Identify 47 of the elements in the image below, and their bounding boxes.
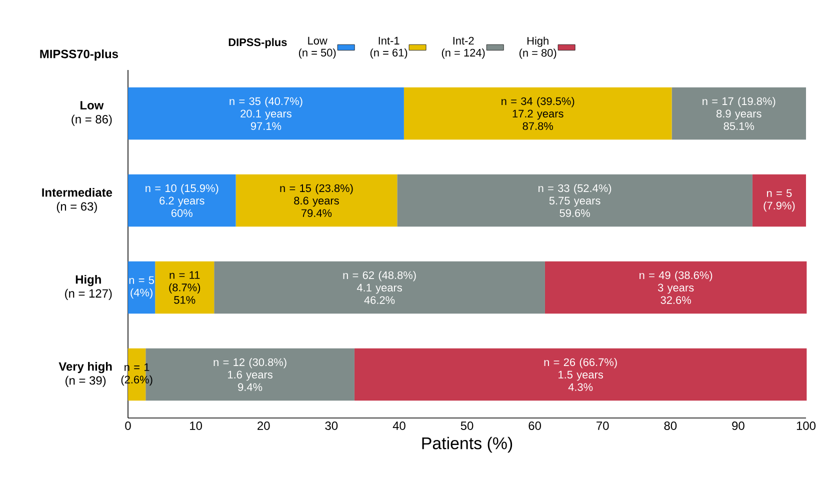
legend-label: Low (n = 50) <box>298 36 336 59</box>
x-tick-label: 70 <box>596 422 609 430</box>
data-label: n = 15 (23.8%) 8.6 years 79.4% <box>280 184 353 217</box>
bar <box>404 87 672 140</box>
y-tick-label: Low (n = 86) <box>72 101 112 126</box>
x-tick-label: 90 <box>732 422 744 430</box>
y-tick-label: Very high (n = 39) <box>58 362 112 388</box>
x-tick-label: 10 <box>190 422 202 430</box>
x-tick-label: 100 <box>796 422 816 430</box>
data-label: n = 34 (39.5%) 17.2 years 87.8% <box>502 97 574 130</box>
legend-label: Int-1 (n = 61) <box>370 36 408 59</box>
data-label: n = 49 (38.6%) 3 years 32.6% <box>640 271 712 304</box>
legend-title: DIPSS-plus <box>228 38 287 48</box>
data-label: n = 11 (8.7%) 51% <box>169 271 200 304</box>
x-tick-label: 50 <box>460 422 474 430</box>
data-label: n = 10 (15.9%) 6.2 years 60% <box>146 184 218 217</box>
bar <box>128 87 404 140</box>
data-label: n = 33 (52.4%) 5.75 years 59.6% <box>538 184 612 217</box>
data-label: n = 35 (40.7%) 20.1 years 97.1% <box>230 97 302 130</box>
y-tick-label: Intermediate (n = 63) <box>42 188 112 214</box>
bar <box>236 174 398 227</box>
bar <box>354 348 807 401</box>
legend-label: High (n = 80) <box>519 36 556 59</box>
bar <box>752 174 806 227</box>
y-axis-title: MIPSS70-plus <box>40 49 118 61</box>
x-tick-label: 80 <box>664 422 677 430</box>
bar <box>128 174 236 227</box>
bar <box>155 261 214 314</box>
x-tick-label: 20 <box>258 422 270 430</box>
x-tick-label: 30 <box>325 422 338 430</box>
data-label: n = 26 (66.7%) 1.5 years 4.3% <box>544 358 617 391</box>
data-label: n = 5 (4%) <box>129 276 154 299</box>
data-label: n = 17 (19.8%) 8.9 years 85.1% <box>702 97 776 130</box>
bar <box>544 261 807 314</box>
y-tick-label: High (n = 127) <box>65 274 112 300</box>
x-tick-label: 40 <box>392 422 406 430</box>
x-tick-label: 60 <box>528 422 541 430</box>
bar <box>672 87 806 140</box>
data-label: n = 12 (30.8%) 1.6 years 9.4% <box>214 358 286 391</box>
legend-label: Int-2 (n = 124) <box>442 36 485 59</box>
data-label: n = 62 (48.8%) 4.1 years 46.2% <box>343 271 416 304</box>
data-label: n = 5 (7.9%) <box>764 189 795 212</box>
bar <box>128 261 156 314</box>
bar <box>397 174 752 227</box>
x-axis-title: Patients (%) <box>422 436 512 453</box>
bar <box>214 261 545 314</box>
x-tick-label: 0 <box>125 422 131 430</box>
